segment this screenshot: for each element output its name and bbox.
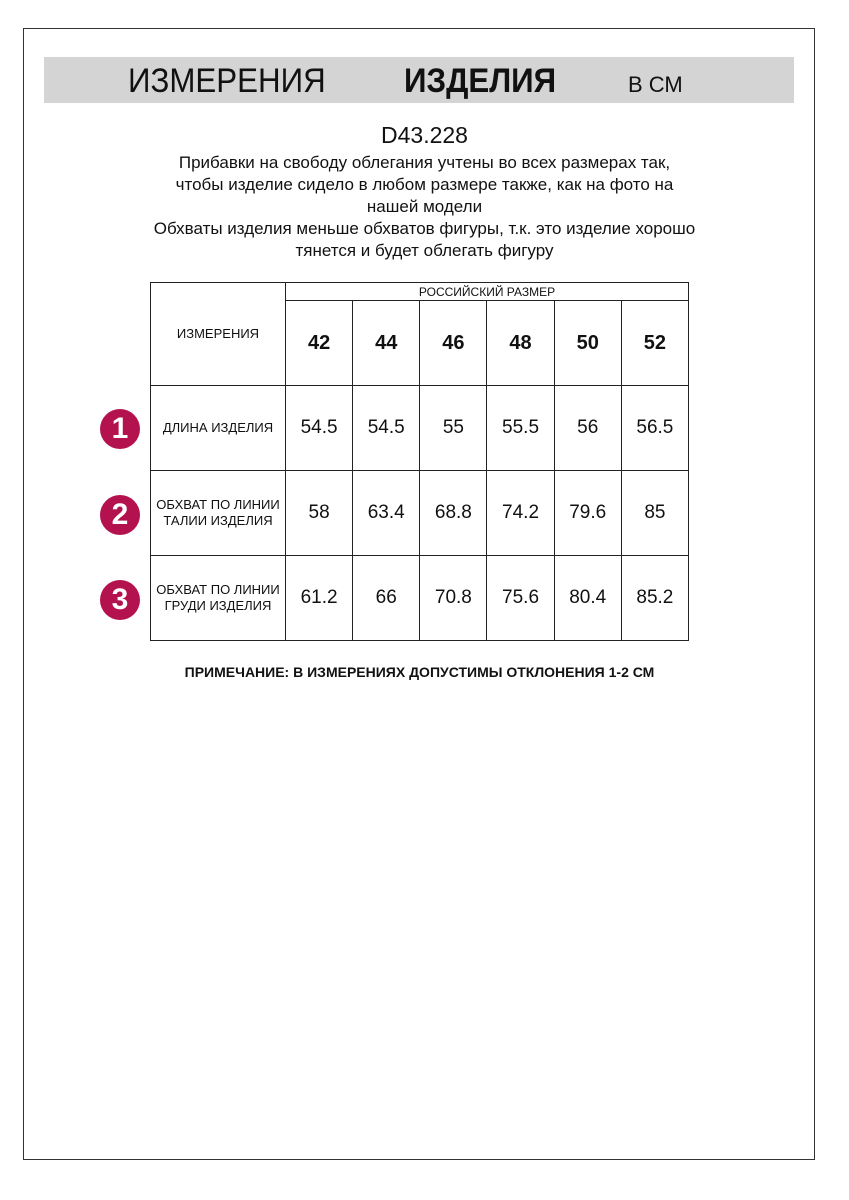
measurement-value: 58 [284,470,354,556]
row-number-badge: 3 [100,580,140,620]
size-header: 50 [553,300,622,386]
size-header: 44 [352,300,421,386]
size-header: 42 [284,300,354,386]
size-header: 52 [620,300,690,386]
table-row: ОБХВАТ ПО ЛИНИИ ГРУДИ ИЗДЕЛИЯ 61.2 66 70.8 7… [150,555,690,641]
title-banner: ИЗМЕРЕНИЯ ИЗДЕЛИЯ В СМ [44,57,794,103]
measurement-value: 80.4 [553,555,622,641]
row-number-badge: 1 [100,409,140,449]
measurement-value: 68.8 [419,470,488,556]
measurement-value: 61.2 [284,555,354,641]
description-fit: Прибавки на свободу облегания учтены во … [175,153,674,216]
size-group-header: РОССИЙСКИЙ РАЗМЕР [285,282,689,301]
measurement-label: ОБХВАТ ПО ЛИНИИ ТАЛИИ ИЗДЕЛИЯ [150,470,286,556]
row-number-badge: 2 [100,494,140,535]
article-code: D43.228 [381,122,468,148]
measurement-label: ДЛИНА ИЗДЕЛИЯ [150,385,286,471]
measurement-label: ОБХВАТ ПО ЛИНИИ ГРУДИ ИЗДЕЛИЯ [150,555,286,641]
size-header: 48 [486,300,555,386]
measurement-value: 79.6 [553,470,622,556]
note: ПРИМЕЧАНИЕ: В ИЗМЕРЕНИЯХ ДОПУСТИМЫ ОТКЛО… [184,664,655,680]
measurement-value: 85.2 [620,555,690,641]
measurement-value: 56.5 [620,385,690,471]
title-part-1: ИЗМЕРЕНИЯ [128,62,326,100]
measurement-value: 63.4 [352,470,421,556]
measurement-value: 54.5 [284,385,354,471]
description-stretch: Обхваты изделия меньше обхватов фигуры, … [153,219,696,260]
title-part-2: ИЗДЕЛИЯ [404,62,557,100]
size-table: ИЗМЕРЕНИЯ РОССИЙСКИЙ РАЗМЕР 42 44 46 48 50 52… [150,282,690,641]
measurement-value: 56 [553,385,622,471]
size-header: 46 [419,300,488,386]
measurement-value: 74.2 [486,470,555,556]
measurement-value: 75.6 [486,555,555,641]
table-row: ОБХВАТ ПО ЛИНИИ ТАЛИИ ИЗДЕЛИЯ 58 63.4 68.8 7… [150,470,690,556]
measurement-value: 66 [352,555,421,641]
table-row: ДЛИНА ИЗДЕЛИЯ 54.5 54.5 55 55.5 56 56.5 [150,385,690,471]
title-unit: В СМ [628,72,683,97]
measurement-value: 54.5 [352,385,421,471]
measurement-value: 85 [620,470,690,556]
measure-header: ИЗМЕРЕНИЯ [150,282,286,386]
measurement-value: 70.8 [419,555,488,641]
measurement-value: 55 [419,385,488,471]
measurement-value: 55.5 [486,385,555,471]
page-frame [23,28,815,1160]
